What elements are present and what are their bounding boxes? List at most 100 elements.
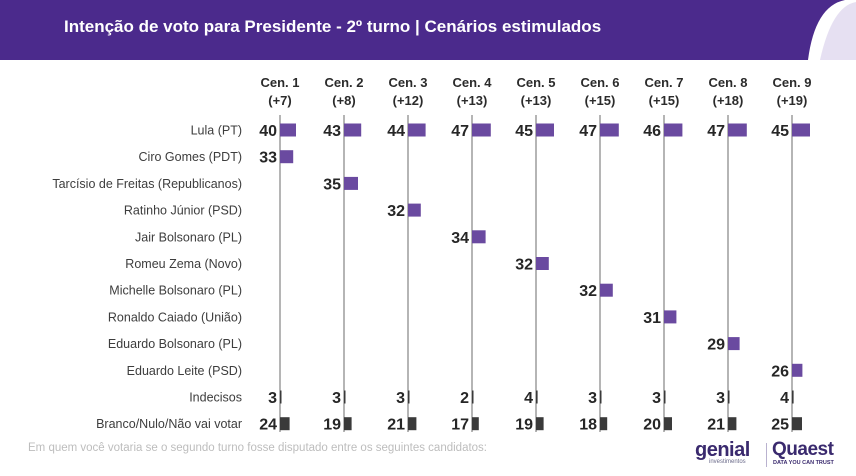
bar xyxy=(408,417,417,431)
quaest-logo-name: Quaest xyxy=(772,439,834,460)
bar xyxy=(728,123,747,137)
row-label: Ronaldo Caiado (União) xyxy=(108,310,242,324)
bar xyxy=(344,176,358,190)
value-label: 20 xyxy=(643,417,661,434)
value-label: 32 xyxy=(515,257,533,274)
bar xyxy=(792,123,810,137)
scenario-margin: (+13) xyxy=(521,93,552,108)
row-label: Eduardo Bolsonaro (PL) xyxy=(108,337,242,351)
value-label: 3 xyxy=(332,390,341,407)
bar xyxy=(472,390,474,404)
value-label: 3 xyxy=(652,390,661,407)
value-label: 17 xyxy=(451,417,469,434)
row-label: Lula (PT) xyxy=(191,124,242,138)
row-label: Michelle Bolsonaro (PL) xyxy=(109,284,242,298)
row-label: Indecisos xyxy=(189,391,242,405)
value-label: 47 xyxy=(707,123,725,140)
value-label: 2 xyxy=(460,390,469,407)
value-label: 21 xyxy=(707,417,725,434)
bar xyxy=(536,257,549,270)
scenario-margin: (+19) xyxy=(777,93,808,108)
logo-divider xyxy=(766,443,767,467)
genial-logo-name: genial xyxy=(695,439,750,461)
scenario-margin: (+15) xyxy=(585,93,616,108)
bar xyxy=(344,417,352,431)
bar xyxy=(600,390,602,404)
bar xyxy=(664,123,683,137)
scenario-margin: (+12) xyxy=(393,93,424,108)
scenario-name: Cen. 1 xyxy=(260,75,299,90)
header-banner xyxy=(0,0,856,60)
scenario-name: Cen. 7 xyxy=(644,75,683,90)
value-label: 34 xyxy=(451,230,469,247)
bar xyxy=(792,363,803,377)
value-label: 45 xyxy=(771,123,789,140)
row-label: Ciro Gomes (PDT) xyxy=(139,150,242,164)
value-label: 33 xyxy=(259,150,277,167)
value-label: 44 xyxy=(387,123,405,140)
bar xyxy=(472,123,491,137)
genial-logo-tagline: investimentos xyxy=(709,459,746,465)
scenario-margin: (+18) xyxy=(713,93,744,108)
scenario-name: Cen. 9 xyxy=(772,75,811,90)
value-label: 24 xyxy=(259,417,277,434)
value-label: 4 xyxy=(524,390,533,407)
bar xyxy=(536,390,538,404)
row-label: Tarcísio de Freitas (Republicanos) xyxy=(52,177,242,191)
value-label: 47 xyxy=(451,123,469,140)
genial-logo: genial investimentos xyxy=(695,439,750,465)
scenario-margin: (+13) xyxy=(457,93,488,108)
value-label: 4 xyxy=(780,390,789,407)
value-label: 19 xyxy=(323,417,341,434)
quaest-logo: Quaest DATA YOU CAN TRUST xyxy=(772,439,834,467)
value-label: 25 xyxy=(771,417,789,434)
bar xyxy=(728,337,740,351)
row-label: Eduardo Leite (PSD) xyxy=(127,364,242,378)
bar xyxy=(472,417,479,431)
vote-intention-chart: Cen. 1 (+7) Cen. 2 (+8) Cen. 3 (+12) Cen. 4 (+1… xyxy=(52,75,811,434)
value-label: 46 xyxy=(643,123,661,140)
row-label: Jair Bolsonaro (PL) xyxy=(135,230,242,244)
scenario-name: Cen. 5 xyxy=(516,75,555,90)
bar xyxy=(728,390,730,404)
bar xyxy=(408,203,421,217)
quaest-logo-tagline: DATA YOU CAN TRUST xyxy=(773,460,834,466)
value-label: 18 xyxy=(579,417,597,434)
value-label: 3 xyxy=(396,390,405,407)
bar xyxy=(344,390,346,404)
value-label: 32 xyxy=(579,283,597,300)
row-label: Romeu Zema (Novo) xyxy=(125,257,242,271)
value-label: 26 xyxy=(771,363,789,380)
bar xyxy=(728,417,737,431)
value-label: 43 xyxy=(323,123,341,140)
bar xyxy=(408,390,410,404)
bar xyxy=(664,310,677,324)
bar xyxy=(280,390,282,404)
footnote: Em quem você votaria se o segundo turno … xyxy=(28,442,488,454)
value-label: 21 xyxy=(387,417,405,434)
bar xyxy=(600,417,608,431)
value-label: 29 xyxy=(707,337,725,354)
value-label: 3 xyxy=(716,390,725,407)
bar xyxy=(664,390,666,404)
scenario-margin: (+7) xyxy=(268,93,291,108)
bar xyxy=(664,417,672,431)
row-label: Ratinho Júnior (PSD) xyxy=(124,204,242,218)
bar xyxy=(280,123,296,137)
value-label: 45 xyxy=(515,123,533,140)
bar xyxy=(792,417,802,431)
row-label: Branco/Nulo/Não vai votar xyxy=(96,417,242,431)
bar xyxy=(472,230,486,244)
bar xyxy=(600,123,619,137)
scenario-name: Cen. 2 xyxy=(324,75,363,90)
scenario-margin: (+15) xyxy=(649,93,680,108)
scenario-name: Cen. 3 xyxy=(388,75,427,90)
scenario-name: Cen. 8 xyxy=(708,75,747,90)
value-label: 19 xyxy=(515,417,533,434)
bar xyxy=(344,123,362,137)
bar xyxy=(536,417,544,431)
value-label: 31 xyxy=(643,310,661,327)
value-label: 3 xyxy=(588,390,597,407)
value-label: 32 xyxy=(387,203,405,220)
value-label: 40 xyxy=(259,123,277,140)
